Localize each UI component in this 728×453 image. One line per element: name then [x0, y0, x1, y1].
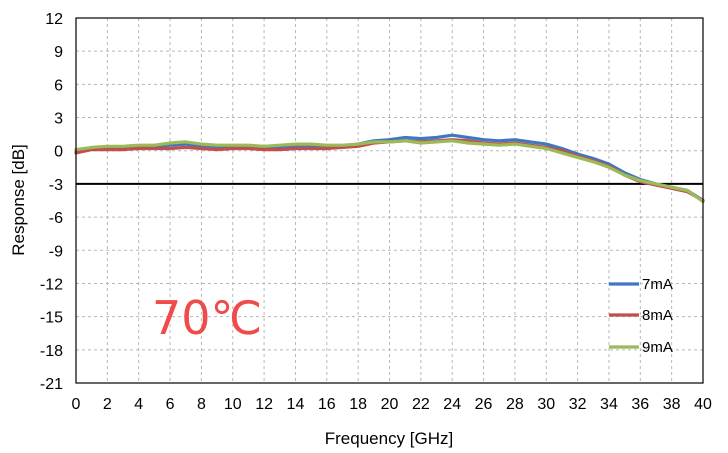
- x-tick-label: 24: [443, 396, 461, 413]
- x-tick-label: 36: [631, 396, 649, 413]
- x-tick-labels: 0 2 4 6 8 10 12 14 16 18 20 22 24 26 28 30 32 34 36 38 40: [72, 396, 712, 413]
- y-axis-title: Response [dB]: [9, 144, 28, 256]
- y-tick-label: 6: [54, 77, 63, 94]
- y-tick-label: 9: [54, 44, 63, 61]
- y-tick-label: -3: [49, 177, 63, 194]
- y-tick-label: -6: [49, 210, 63, 227]
- x-tick-label: 26: [475, 396, 493, 413]
- x-tick-label: 6: [166, 396, 175, 413]
- legend-label: 7mA: [642, 276, 673, 293]
- x-tick-label: 8: [197, 396, 206, 413]
- y-tick-label: 12: [45, 11, 63, 28]
- y-tick-labels: 12 9 6 3 0 -3 -6 -9 -12 -15 -18 -21: [40, 11, 63, 393]
- x-tick-label: 20: [381, 396, 399, 413]
- legend-label: 9mA: [642, 339, 673, 356]
- x-tick-label: 2: [103, 396, 112, 413]
- y-tick-label: -9: [49, 243, 63, 260]
- x-tick-label: 0: [72, 396, 81, 413]
- x-tick-label: 28: [506, 396, 524, 413]
- x-tick-label: 4: [134, 396, 143, 413]
- x-tick-label: 38: [663, 396, 681, 413]
- y-tick-label: -12: [40, 276, 63, 293]
- plot-frame: [75, 17, 704, 384]
- x-tick-label: 10: [224, 396, 242, 413]
- legend: 7mA 8mA 9mA: [609, 276, 673, 356]
- x-tick-label: 34: [600, 396, 618, 413]
- x-tick-label: 16: [318, 396, 336, 413]
- series-line-9mA: [74, 139, 705, 204]
- temperature-annotation: 70℃: [152, 291, 262, 345]
- y-tick-label: -18: [40, 343, 63, 360]
- x-tick-label: 30: [537, 396, 555, 413]
- x-tick-label: 14: [287, 396, 305, 413]
- series-line-7mA: [74, 133, 705, 203]
- x-axis-title: Frequency [GHz]: [325, 429, 454, 448]
- y-tick-label: -15: [40, 310, 63, 327]
- x-tick-label: 12: [255, 396, 273, 413]
- y-tick-label: -21: [40, 376, 63, 393]
- x-tick-label: 18: [349, 396, 367, 413]
- y-tick-label: 0: [54, 144, 63, 161]
- x-tick-label: 22: [412, 396, 430, 413]
- legend-label: 8mA: [642, 307, 673, 324]
- series-lines: [74, 133, 705, 204]
- x-tick-label: 32: [569, 396, 587, 413]
- x-tick-label: 40: [694, 396, 712, 413]
- y-tick-label: 3: [54, 111, 63, 128]
